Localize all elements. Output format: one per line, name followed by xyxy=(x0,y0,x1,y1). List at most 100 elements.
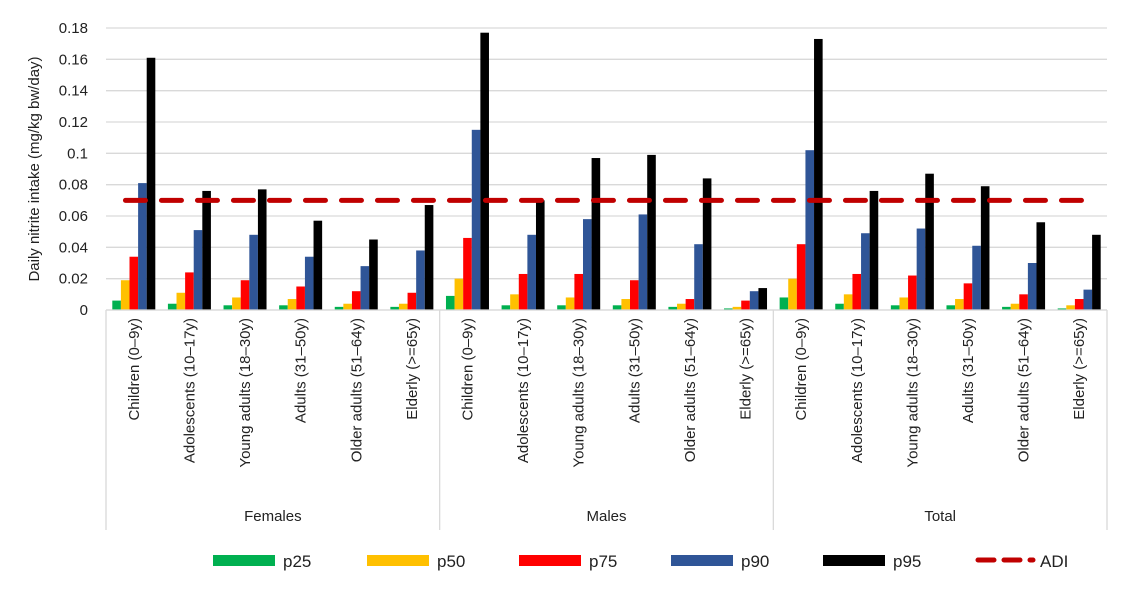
bar-p95 xyxy=(535,200,545,310)
bar-p95 xyxy=(480,32,489,310)
bar-p90 xyxy=(805,150,815,310)
y-tick-label: 0.08 xyxy=(59,177,88,194)
legend-label: p25 xyxy=(283,552,311,571)
bar-p90 xyxy=(694,244,703,310)
legend-swatch-p95 xyxy=(823,555,885,566)
bar-p25 xyxy=(279,305,288,310)
x-axis: Children (0–9y) Adolescents (10–17y) Young… xyxy=(105,309,1108,530)
bar-p95 xyxy=(980,186,990,310)
bar-p50 xyxy=(232,297,241,310)
x-tick-label: Children (0–9y) xyxy=(126,318,143,421)
bar-p25 xyxy=(445,295,455,310)
bar-p90 xyxy=(360,266,370,310)
x-tick-label: Children (0–9y) xyxy=(459,318,476,421)
bar-p90 xyxy=(193,230,203,310)
bar-p50 xyxy=(343,303,352,310)
bar-p90 xyxy=(416,250,425,310)
bar-p95 xyxy=(257,189,267,310)
bar-p75 xyxy=(463,237,472,310)
bar-p95 xyxy=(925,173,934,310)
bar-p90 xyxy=(471,129,481,310)
bar-p50 xyxy=(398,303,408,310)
bar-p90 xyxy=(749,291,759,310)
legend-label: p75 xyxy=(589,552,617,571)
bar-p90 xyxy=(638,214,648,310)
bar-p50 xyxy=(1066,305,1075,310)
bar-p90 xyxy=(249,234,258,310)
group-label: Females xyxy=(244,508,302,525)
bar-p50 xyxy=(621,299,631,310)
x-tick-label: Older adults (51–64y) xyxy=(682,318,699,462)
y-tick-label: 0.14 xyxy=(59,83,88,100)
bar-p95 xyxy=(1092,234,1101,310)
bar-p25 xyxy=(946,305,956,310)
bar-p95 xyxy=(146,57,156,311)
x-tick-label: Elderly (>=65y) xyxy=(404,318,421,420)
bar-p75 xyxy=(1074,299,1084,310)
bar-p50 xyxy=(1010,303,1020,310)
x-tick-label: Adults (31–50y) xyxy=(626,318,643,423)
x-tick-label: Young adults (18–30y) xyxy=(904,318,921,468)
x-tick-label: Young adults (18–30y) xyxy=(237,318,254,468)
bar-p25 xyxy=(890,305,900,310)
bar-p75 xyxy=(296,286,305,310)
bar-p50 xyxy=(176,292,186,310)
bar-p90 xyxy=(861,233,870,310)
x-tick-label: Older adults (51–64y) xyxy=(1016,318,1033,462)
bar-p50 xyxy=(120,280,130,310)
y-axis-label: Daily nitrite intake (mg/kg bw/day) xyxy=(26,56,43,281)
bar-p25 xyxy=(334,306,344,310)
bar-p75 xyxy=(630,280,639,310)
bar-p90 xyxy=(972,245,981,310)
bar-p50 xyxy=(454,278,464,310)
bar-p95 xyxy=(202,190,211,310)
y-tick-label: 0.04 xyxy=(59,239,88,256)
bar-p95 xyxy=(869,190,879,310)
x-tick-label: Adults (31–50y) xyxy=(960,318,977,423)
bar-p25 xyxy=(724,308,733,310)
bar-p50 xyxy=(843,294,853,310)
bar-p75 xyxy=(518,273,528,310)
bar-p50 xyxy=(788,278,797,310)
bar-p90 xyxy=(304,256,314,310)
bar-p25 xyxy=(557,305,566,310)
gridlines xyxy=(106,27,1107,311)
bar-p95 xyxy=(1036,222,1046,310)
x-tick-label: Adolescents (10–17y) xyxy=(515,318,532,463)
y-tick-label: 0.1 xyxy=(67,145,88,162)
x-tick-label: Adolescents (10–17y) xyxy=(181,318,198,463)
y-tick-label: 0.16 xyxy=(59,51,88,68)
group-label: Total xyxy=(924,508,956,525)
bar-p50 xyxy=(955,299,964,310)
bar-p75 xyxy=(351,291,361,310)
bar-p75 xyxy=(1019,294,1028,310)
bar-p90 xyxy=(1027,263,1037,310)
bar-p25 xyxy=(167,303,177,310)
bar-p25 xyxy=(1002,306,1011,310)
bar-p75 xyxy=(407,292,417,310)
bar-p25 xyxy=(779,297,789,310)
x-tick-label: Adolescents (10–17y) xyxy=(849,318,866,463)
x-tick-label: Elderly (>=65y) xyxy=(738,318,755,420)
bar-p25 xyxy=(390,306,399,310)
bar-p50 xyxy=(732,306,742,310)
bar-p75 xyxy=(185,272,194,310)
bar-p25 xyxy=(835,303,844,310)
bar-p50 xyxy=(510,294,519,310)
bar-p25 xyxy=(501,305,511,310)
bar-p75 xyxy=(908,275,917,310)
bar-p75 xyxy=(963,283,973,310)
bar-p90 xyxy=(582,219,592,310)
bar-p95 xyxy=(313,220,323,310)
legend-swatch-p25 xyxy=(213,555,275,566)
bar-p50 xyxy=(565,297,575,310)
x-tick-label: Elderly (>=65y) xyxy=(1071,318,1088,420)
bar-p95 xyxy=(702,178,712,310)
legend-label: p50 xyxy=(437,552,465,571)
x-tick-label: Young adults (18–30y) xyxy=(571,318,588,468)
bar-p75 xyxy=(796,244,806,310)
bar-p75 xyxy=(685,299,695,310)
legend-label: p95 xyxy=(893,552,921,571)
bar-p50 xyxy=(677,303,686,310)
bar-p75 xyxy=(852,273,862,310)
